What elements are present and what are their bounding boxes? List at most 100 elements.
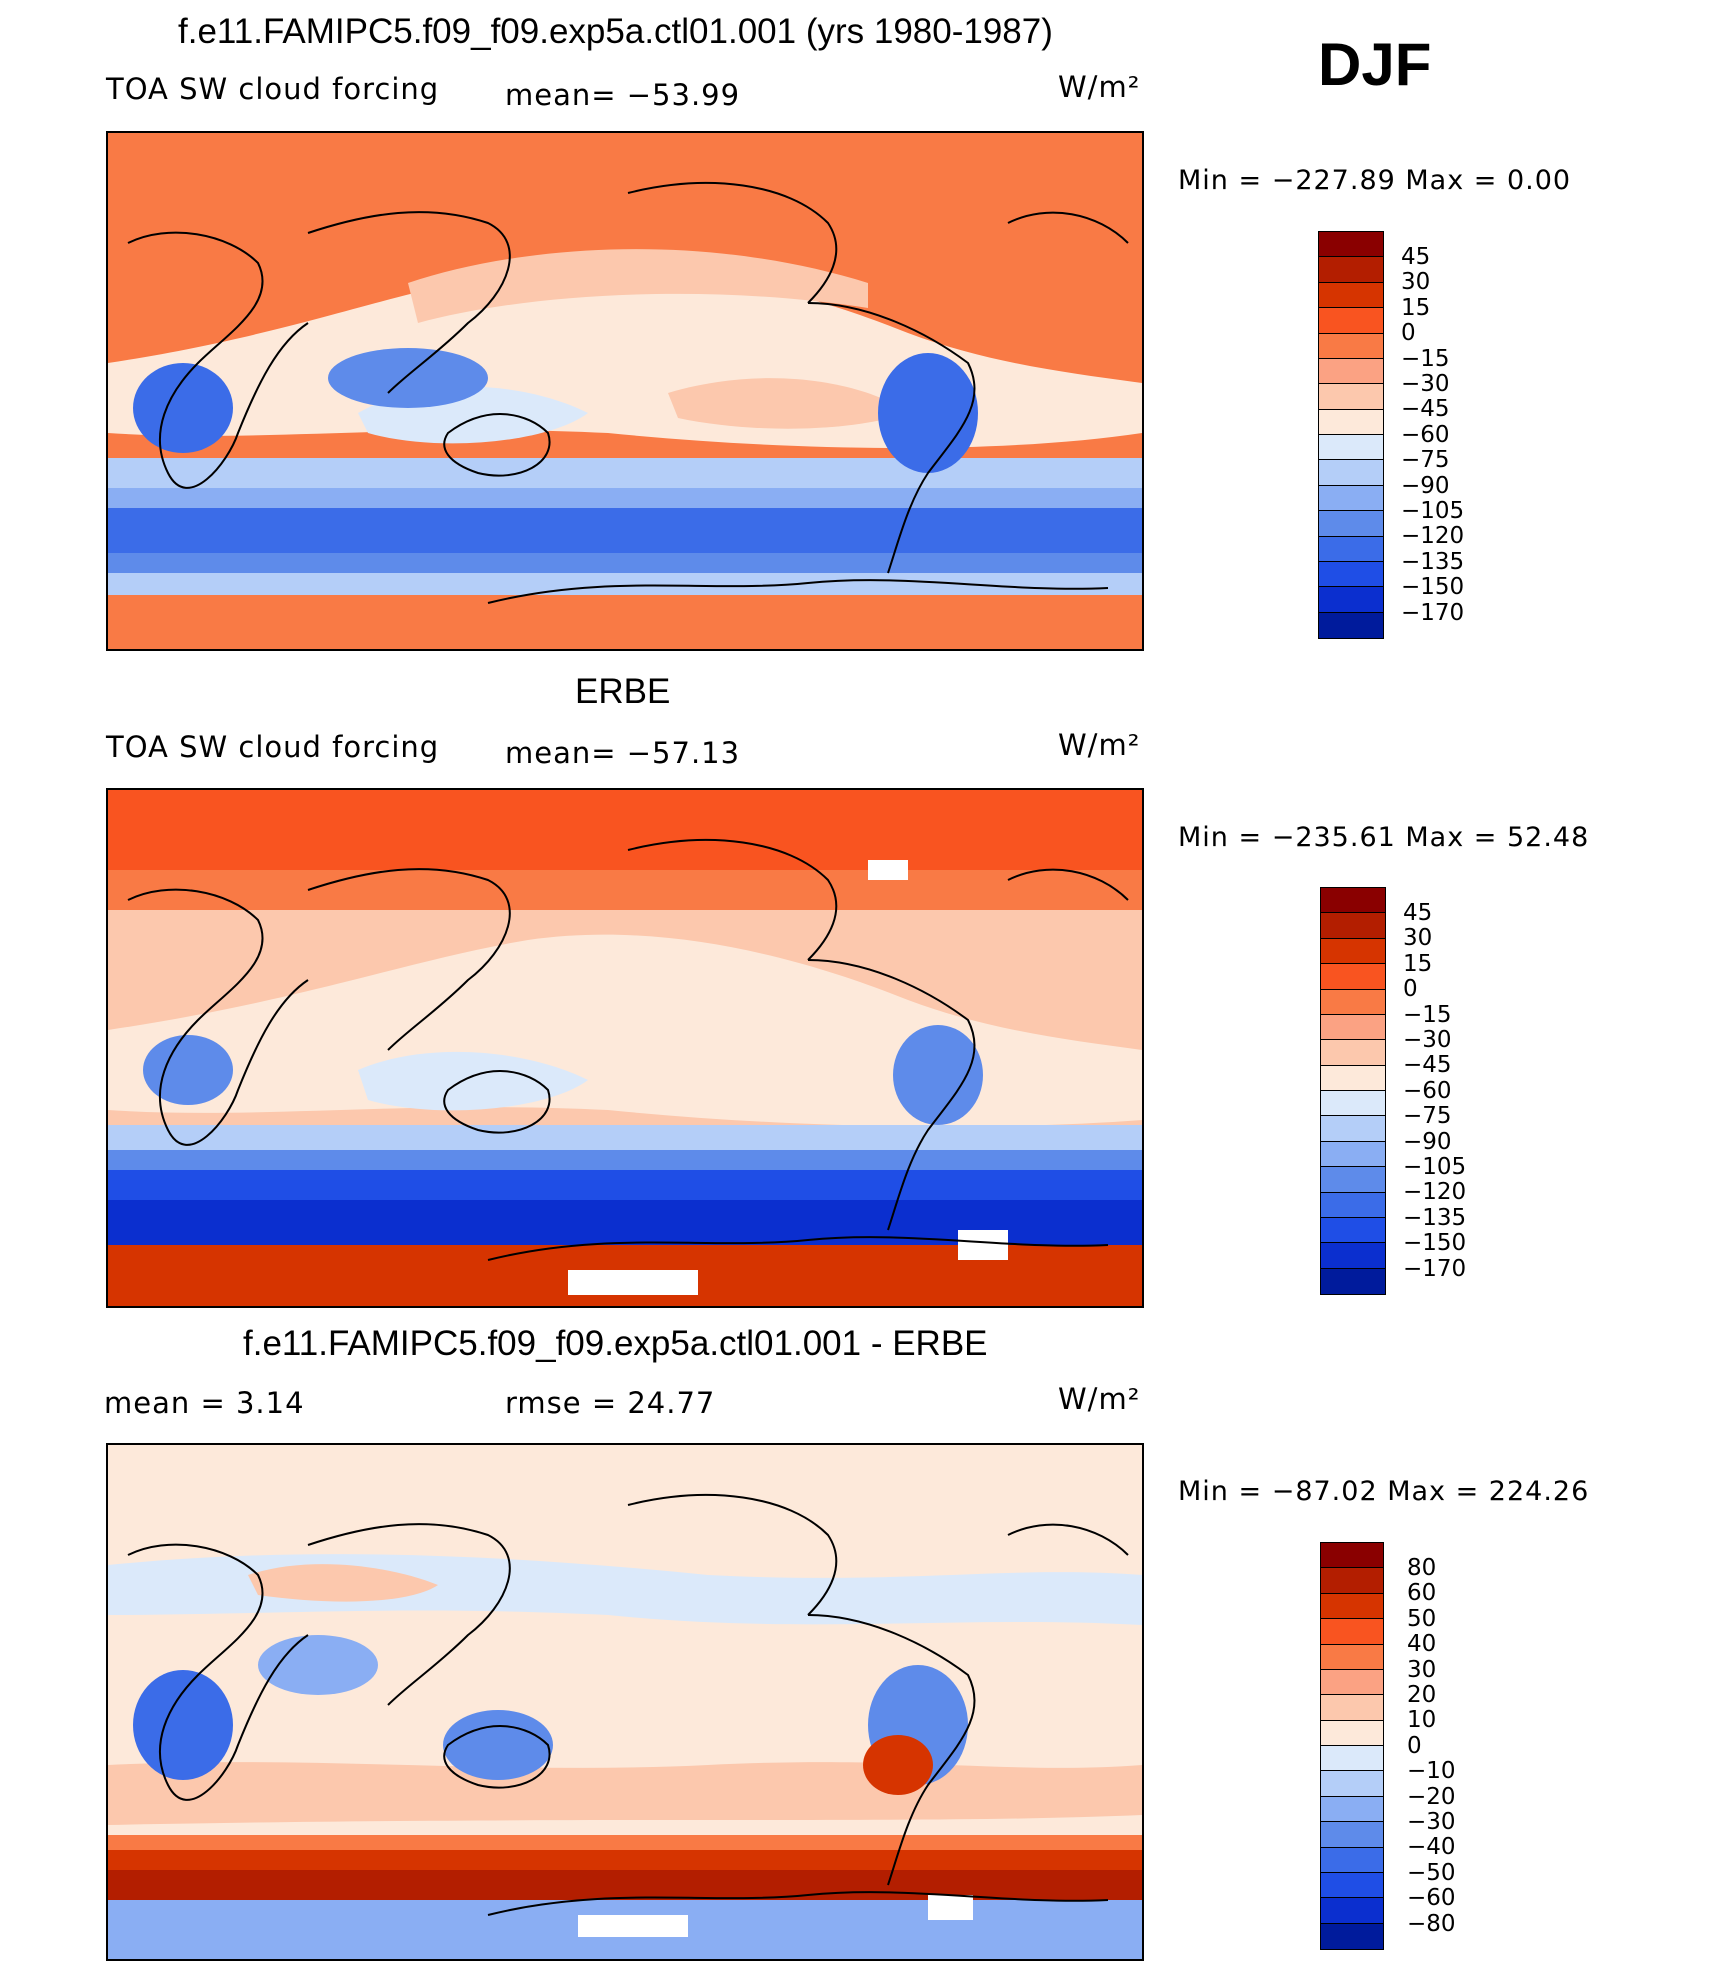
colorbar-tick-label: −120 (1401, 523, 1465, 550)
colorbar-tick-label: 0 (1401, 320, 1416, 347)
colorbar-tick-label: 60 (1407, 1580, 1437, 1607)
colorbar-tick-label: 50 (1407, 1605, 1437, 1632)
panel-3-title: f.e11.FAMIPC5.f09_f09.exp5a.ctl01.001 - … (243, 1324, 988, 1363)
colorbar-tick-label: 20 (1407, 1682, 1437, 1709)
panel-3-map-field (108, 1445, 1142, 1959)
colorbar-tick-label: 15 (1401, 294, 1431, 321)
colorbar-tick-label: 30 (1401, 269, 1431, 296)
missing-data (868, 860, 908, 880)
field-band (248, 1564, 438, 1602)
colorbar-tick-label: −10 (1407, 1758, 1456, 1785)
colorbar-swatch (1319, 435, 1383, 461)
colorbar-swatch (1321, 1243, 1385, 1269)
field-blob (133, 363, 233, 453)
colorbar-swatch (1321, 1771, 1383, 1797)
panel-2-minmax: Min = −235.61 Max = 52.48 (1178, 822, 1590, 853)
colorbar-tick-label: −90 (1401, 472, 1450, 499)
field-band (108, 790, 1142, 870)
colorbar-swatch (1321, 1141, 1385, 1168)
panel-2-units: W/m² (1058, 728, 1141, 762)
colorbar-swatch (1321, 938, 1385, 965)
colorbar-swatch (1321, 1192, 1385, 1218)
panel-3-colorbar-ticks: 80 60 50 40 30 20 10 0 −10 −20 −30 −40 −50 −60 −80 (1407, 1555, 1456, 1937)
field-band (108, 1870, 1142, 1900)
colorbar-tick-label: −45 (1401, 396, 1450, 423)
panel-1-title: f.e11.FAMIPC5.f09_f09.exp5a.ctl01.001 (y… (178, 12, 1053, 51)
colorbar-swatch (1321, 1746, 1383, 1772)
panel-2-variable-label: TOA SW cloud forcing (106, 730, 440, 764)
colorbar-swatch (1319, 257, 1383, 283)
coastlines (127, 1494, 1129, 1916)
colorbar-tick-label: 30 (1403, 925, 1433, 952)
field-band (108, 870, 1142, 910)
colorbar-swatch (1321, 1669, 1383, 1696)
field-band (108, 553, 1142, 573)
colorbar-tick-label: 10 (1407, 1707, 1437, 1734)
colorbar-swatch (1321, 989, 1385, 1015)
colorbar-swatch (1319, 587, 1383, 613)
colorbar-tick-label: −150 (1401, 574, 1465, 601)
colorbar-tick-label: 0 (1403, 976, 1418, 1003)
colorbar-tick-label: −90 (1403, 1128, 1452, 1155)
colorbar-tick-label: −60 (1401, 421, 1450, 448)
colorbar-tick-label: −170 (1401, 599, 1465, 626)
colorbar-tick-label: 30 (1407, 1656, 1437, 1683)
colorbar-tick-label: 45 (1403, 900, 1433, 926)
colorbar-swatch (1319, 612, 1383, 638)
panel-1-map-field (108, 133, 1142, 649)
panel-1-minmax: Min = −227.89 Max = 0.00 (1178, 165, 1572, 196)
field-band (108, 458, 1142, 488)
colorbar-tick-label: −75 (1403, 1103, 1452, 1130)
colorbar-tick-label: −60 (1407, 1885, 1456, 1912)
field-band (108, 595, 1142, 649)
field-band (108, 1170, 1142, 1200)
colorbar-swatch (1321, 1923, 1383, 1949)
colorbar-tick-label: −75 (1401, 447, 1450, 474)
colorbar-swatch (1319, 384, 1383, 410)
panel-1-colorbar (1318, 231, 1384, 639)
panel-3-colorbar (1320, 1542, 1384, 1950)
colorbar-tick-label: −15 (1403, 1001, 1452, 1028)
colorbar-tick-label: 45 (1401, 244, 1431, 270)
field-band (358, 1051, 588, 1111)
colorbar-tick-label: −105 (1403, 1154, 1467, 1181)
colorbar-tick-label: −150 (1403, 1230, 1467, 1257)
colorbar-swatch (1321, 1619, 1383, 1645)
colorbar-swatch (1321, 1593, 1383, 1620)
panel-2-mean-label: mean= −57.13 (505, 736, 741, 770)
colorbar-tick-label: −20 (1407, 1783, 1456, 1810)
colorbar-swatch (1321, 1898, 1383, 1924)
colorbar-tick-label: −30 (1401, 371, 1450, 398)
colorbar-swatch (1321, 1543, 1383, 1569)
field-band (108, 1835, 1142, 1850)
colorbar-swatch (1321, 1796, 1383, 1823)
colorbar-tick-label: 0 (1407, 1732, 1422, 1759)
colorbar-tick-label: −45 (1403, 1052, 1452, 1079)
panel-1-variable-label: TOA SW cloud forcing (106, 72, 440, 106)
colorbar-swatch (1319, 511, 1383, 537)
colorbar-swatch (1321, 888, 1385, 914)
colorbar-tick-label: 15 (1403, 950, 1433, 977)
panel-3-units: W/m² (1058, 1382, 1141, 1416)
colorbar-swatch (1321, 1116, 1385, 1142)
colorbar-swatch (1321, 1695, 1383, 1721)
field-band (108, 1762, 1142, 1825)
colorbar-swatch (1319, 282, 1383, 309)
colorbar-tick-label: −80 (1407, 1910, 1456, 1937)
colorbar-swatch (1321, 1568, 1383, 1594)
colorbar-swatch (1321, 1040, 1385, 1066)
panel-1-mean-label: mean= −53.99 (505, 78, 741, 112)
field-blob (143, 1035, 233, 1105)
panel-1-colorbar-ticks: 45 30 15 0 −15 −30 −45 −60 −75 −90 −105 −120 −135 −15… (1401, 244, 1465, 626)
field-blob (133, 1670, 233, 1780)
coastlines (127, 182, 1129, 604)
panel-3-minmax: Min = −87.02 Max = 224.26 (1178, 1476, 1590, 1507)
panel-3-map (106, 1443, 1144, 1961)
colorbar-swatch (1321, 1720, 1383, 1746)
field-blob (878, 353, 978, 473)
coastlines (127, 839, 1129, 1261)
colorbar-swatch (1321, 964, 1385, 990)
colorbar-swatch (1321, 1065, 1385, 1091)
field-band (108, 1125, 1142, 1150)
colorbar-swatch (1319, 333, 1383, 359)
